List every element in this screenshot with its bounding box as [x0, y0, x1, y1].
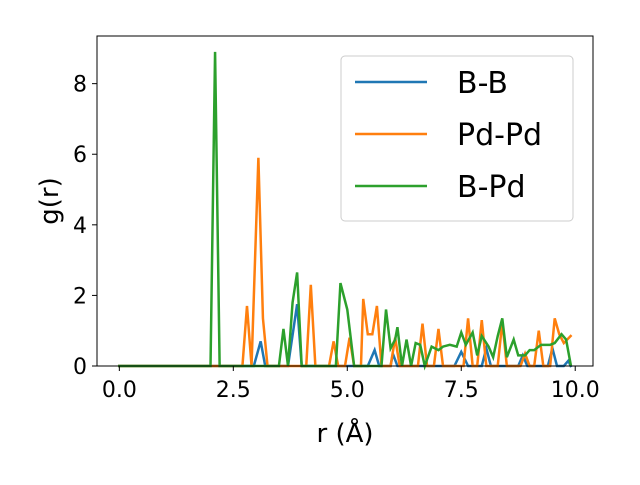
y-tick-label: 0: [73, 355, 87, 380]
x-axis-label: r (Å): [316, 417, 373, 449]
legend-label-pd-pd: Pd-Pd: [457, 118, 542, 153]
x-tick-label: 10.0: [551, 378, 600, 403]
x-tick-label: 2.5: [216, 378, 251, 403]
x-tick-label: 7.5: [444, 378, 479, 403]
legend: B-B Pd-Pd B-Pd: [340, 55, 574, 222]
y-axis-ticks: 0 2 4 6 8: [73, 73, 97, 380]
series-line-b-pd: [118, 51, 573, 371]
legend-label-b-pd: B-Pd: [457, 170, 526, 205]
y-tick-label: 8: [73, 73, 87, 98]
x-axis-ticks: 0.0 2.5 5.0 7.5 10.0: [102, 366, 600, 403]
y-tick-label: 2: [73, 284, 87, 309]
legend-frame: [340, 55, 574, 222]
legend-label-b-b: B-B: [457, 66, 508, 101]
y-tick-label: 6: [73, 143, 87, 168]
y-tick-label: 4: [73, 214, 87, 239]
x-tick-label: 5.0: [330, 378, 365, 403]
x-tick-label: 0.0: [102, 378, 137, 403]
plot-frame: [96, 35, 594, 367]
y-axis-label: g(r): [35, 177, 65, 224]
